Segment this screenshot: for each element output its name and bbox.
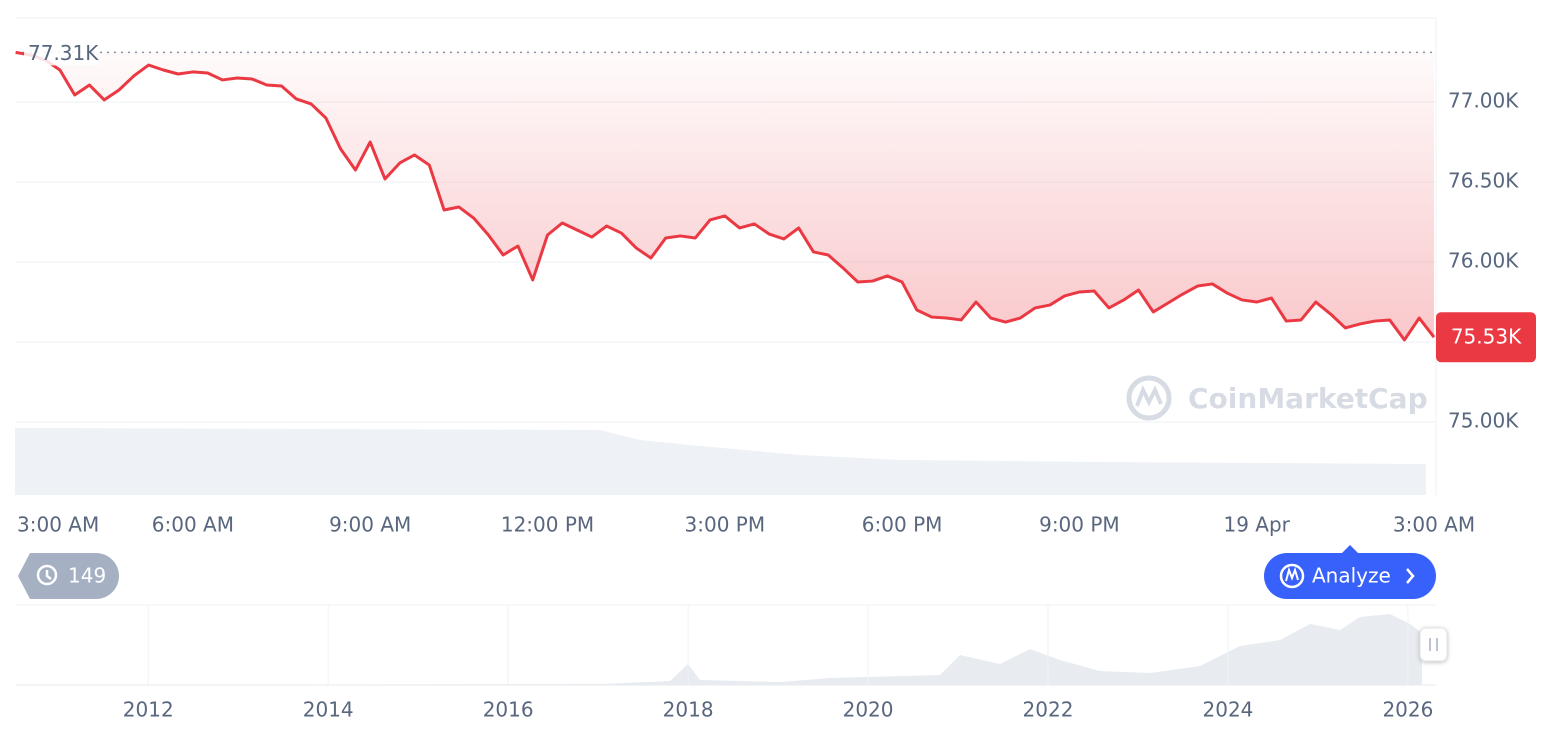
navigator-tick-label: 2026 <box>1382 698 1433 722</box>
y-tick-label: 76.00K <box>1448 249 1519 273</box>
watermark-logo <box>1135 385 1163 407</box>
x-tick-label: 19 Apr <box>1223 513 1290 537</box>
navigator-tick-label: 2012 <box>123 698 174 722</box>
analyze-icon <box>1279 563 1305 589</box>
high-label: 77.31K <box>28 41 99 65</box>
analyze-label[interactable]: Analyze <box>1312 564 1391 588</box>
analyze-chevron <box>1406 568 1415 584</box>
y-tick-label: 75.00K <box>1448 409 1519 433</box>
history-badge-bg[interactable] <box>18 553 120 599</box>
navigator-tick-label: 2022 <box>1023 698 1074 722</box>
navigator-area <box>16 614 1422 685</box>
x-tick-label: 9:00 PM <box>1039 513 1120 537</box>
history-badge[interactable]: 149 <box>18 553 120 599</box>
price-area <box>15 52 1435 340</box>
x-tick-label: 3:00 AM <box>17 513 99 537</box>
y-tick-label: 77.00K <box>1448 89 1519 113</box>
navigator-handle[interactable] <box>1419 627 1448 662</box>
watermark-logo <box>1126 375 1172 421</box>
last-price-box <box>1436 312 1536 363</box>
history-icon <box>45 570 52 580</box>
x-tick-label: 3:00 PM <box>685 513 766 537</box>
analyze-icon <box>1285 566 1299 582</box>
y-tick-label: 76.50K <box>1448 169 1519 193</box>
x-tick-label: 12:00 PM <box>501 513 594 537</box>
x-tick-label: 3:00 AM <box>1393 513 1475 537</box>
navigator-tick-label: 2024 <box>1203 698 1254 722</box>
plot-area: 77.31K <box>15 17 1437 495</box>
history-count[interactable]: 149 <box>68 564 106 588</box>
navigator-tick-label: 2016 <box>483 698 534 722</box>
navigator <box>16 604 1448 686</box>
analyze-button[interactable]: Analyze <box>1264 545 1436 599</box>
last-price-label: 75.53K <box>1451 325 1522 349</box>
x-tick-label: 9:00 AM <box>329 513 411 537</box>
watermark: CoinMarketCap <box>1126 375 1428 421</box>
navigator-tick-label: 2014 <box>303 698 354 722</box>
navigator-tick-label: 2018 <box>663 698 714 722</box>
history-icon <box>36 564 58 586</box>
x-tick-label: 6:00 PM <box>862 513 943 537</box>
high-label-bg <box>24 39 98 66</box>
volume-area <box>15 428 1426 495</box>
analyze-bg[interactable] <box>1264 553 1436 599</box>
analyze-pointer <box>1342 545 1358 553</box>
x-tick-label: 6:00 AM <box>152 513 234 537</box>
navigator-tick-label: 2020 <box>843 698 894 722</box>
price-line <box>15 50 1436 342</box>
watermark-text: CoinMarketCap <box>1188 382 1428 415</box>
